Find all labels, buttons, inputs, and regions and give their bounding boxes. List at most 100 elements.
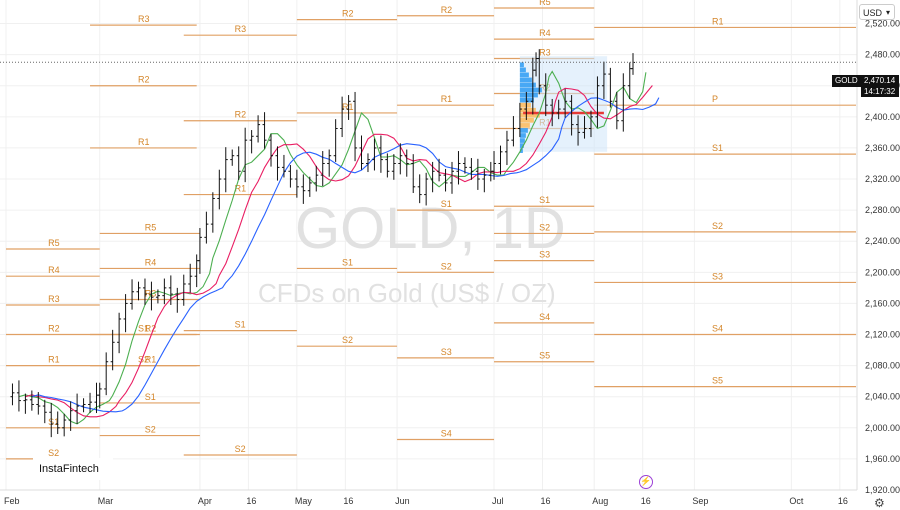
ma-slow-line (31, 97, 660, 413)
price-tick-label: 2,120.00 (865, 330, 900, 340)
pivot-label: R4 (48, 265, 60, 275)
volume-profile-bar (519, 112, 540, 118)
pivot-label: R5 (48, 238, 60, 248)
pivot-label: S4 (539, 312, 550, 322)
pivot-label: R5 (145, 222, 157, 232)
price-tick-label: 2,280.00 (865, 205, 900, 215)
time-tick-label: 16 (246, 496, 256, 506)
pivot-label: S1 (539, 195, 550, 205)
pivot-label: R3 (145, 289, 157, 299)
moving-averages (18, 70, 660, 425)
time-tick-label: 16 (343, 496, 353, 506)
pivot-label: S2 (48, 448, 59, 458)
pivot-label: R2 (342, 9, 354, 19)
chevron-down-icon: ▾ (885, 8, 890, 17)
pivot-label: S4 (712, 324, 723, 334)
price-tick-label: 2,080.00 (865, 361, 900, 371)
pivot-label: S1 (712, 143, 723, 153)
pivot-label: R2 (235, 110, 247, 120)
pivot-label: S2 (342, 335, 353, 345)
price-tick-label: 2,400.00 (865, 112, 900, 122)
price-tick-label: 2,160.00 (865, 298, 900, 308)
flash-icon[interactable]: ⚡ (639, 475, 653, 489)
pivot-label: P (712, 94, 718, 104)
pivot-label: S3 (539, 250, 550, 260)
pivot-label: S4 (441, 428, 452, 438)
pivot-label: S2 (441, 261, 452, 271)
time-tick-label: Mar (98, 496, 114, 506)
pivot-label: R2 (48, 324, 60, 334)
pivot-label: S1 (145, 392, 156, 402)
range-box (519, 56, 608, 152)
volume-profile-bar (519, 107, 536, 113)
price-tick-label: 2,000.00 (865, 423, 900, 433)
price-tick-label: 2,040.00 (865, 392, 900, 402)
price-tick-label: 2,200.00 (865, 267, 900, 277)
pivot-label: R1 (441, 94, 453, 104)
pivot-label: S3 (712, 271, 723, 281)
price-tick-label: 2,320.00 (865, 174, 900, 184)
volume-profile-bar (519, 67, 526, 73)
pivot-label: R3 (235, 24, 247, 34)
volume-profile-bar (519, 128, 528, 133)
price-tick-label: 2,240.00 (865, 236, 900, 246)
ma-mid-line (25, 85, 653, 418)
volume-profile-bar (519, 102, 531, 108)
pivot-label: R4 (539, 28, 551, 38)
pivot-label: R3 (539, 48, 551, 58)
pivot-label: R4 (145, 257, 157, 267)
pivot-label: S2 (145, 425, 156, 435)
pivot-label: R1 (48, 355, 60, 365)
volume-profile-range (519, 56, 608, 153)
last-price-tag: 2,470.14 14:17:32 (861, 75, 899, 97)
volume-profile-bar (519, 92, 538, 98)
pivot-label: R1 (712, 16, 724, 26)
pivot-label: R3 (138, 14, 150, 24)
pivot-label: R1 (342, 102, 354, 112)
pivot-label: S5 (712, 376, 723, 386)
volume-profile-bar (519, 62, 524, 68)
currency-label: USD (863, 8, 883, 18)
time-tick-label: Apr (198, 496, 212, 506)
pivot-label: R2 (138, 75, 150, 85)
time-tick-label: Jul (492, 496, 504, 506)
pivot-label: R2 (441, 5, 453, 15)
time-tick-label: 16 (641, 496, 651, 506)
settings-gear-icon[interactable]: ⚙ (874, 496, 885, 510)
pivot-label: S1 (138, 324, 149, 334)
volume-profile-bar (519, 82, 536, 88)
time-tick-label: 16 (541, 496, 551, 506)
pivot-label: R2 (145, 324, 157, 334)
pivot-label: R1 (145, 355, 157, 365)
time-tick-label: Aug (592, 496, 608, 506)
volume-profile-bar (519, 97, 534, 103)
pivot-label: S2 (138, 355, 149, 365)
watermark-subtitle: CFDs on Gold (US$ / OZ) (258, 278, 556, 308)
volume-profile-bar (519, 118, 534, 123)
time-tick-label: Feb (4, 496, 20, 506)
pivot-label: R1 (138, 137, 150, 147)
volume-profile-bar (519, 148, 523, 153)
volume-profile-bar (519, 72, 529, 78)
price-tick-label: 2,480.00 (865, 50, 900, 60)
pivot-label: S2 (235, 444, 246, 454)
volume-profile-bar (519, 77, 532, 83)
pivot-label: S2 (539, 222, 550, 232)
pivot-label: S1 (235, 320, 246, 330)
time-tick-label: May (295, 496, 313, 506)
pivot-label: S5 (539, 351, 550, 361)
pivot-label: S1 (48, 417, 59, 427)
time-axis[interactable]: Feb Mar Apr 16 May 16 Jun Jul 16 Aug 16 Sep Oct 16 (0, 489, 857, 506)
time-tick-label: Sep (692, 496, 708, 506)
bar-countdown: 14:17:32 (864, 87, 896, 96)
pivot-label: S1 (441, 199, 452, 209)
volume-profile-bar (519, 123, 530, 128)
brand-logo: InstaFintech (33, 458, 113, 480)
currency-selector[interactable]: USD ▾ (859, 4, 895, 20)
volume-profile-bar (519, 143, 524, 148)
time-tick-label: Oct (789, 496, 804, 506)
candlesticks (10, 49, 635, 438)
price-tick-label: 1,960.00 (865, 454, 900, 464)
pivot-label: R5 (539, 0, 551, 7)
